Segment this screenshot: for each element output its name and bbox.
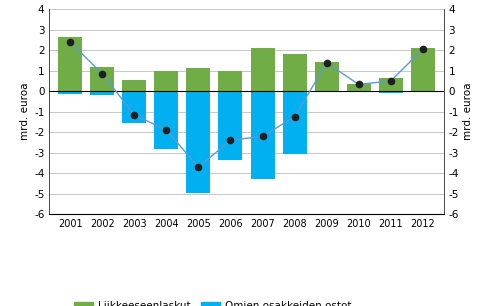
Bar bbox=[186, 91, 211, 193]
Bar bbox=[122, 80, 146, 91]
Y-axis label: mrd. euroa: mrd. euroa bbox=[20, 83, 30, 140]
Bar bbox=[250, 48, 275, 91]
Y-axis label: mrd. euroa: mrd. euroa bbox=[463, 83, 473, 140]
Bar bbox=[58, 37, 82, 91]
Bar bbox=[154, 91, 178, 149]
Bar bbox=[379, 78, 403, 91]
Bar bbox=[315, 62, 339, 91]
Bar bbox=[90, 91, 114, 95]
Bar bbox=[58, 91, 82, 94]
Bar bbox=[411, 48, 435, 91]
Bar bbox=[90, 67, 114, 91]
Bar bbox=[218, 71, 243, 91]
Bar bbox=[154, 71, 178, 91]
Bar bbox=[250, 91, 275, 179]
Bar bbox=[282, 91, 307, 154]
Bar bbox=[379, 91, 403, 93]
Bar bbox=[347, 84, 371, 91]
Bar bbox=[122, 91, 146, 123]
Bar bbox=[186, 68, 211, 91]
Bar bbox=[218, 91, 243, 160]
Bar bbox=[282, 54, 307, 91]
